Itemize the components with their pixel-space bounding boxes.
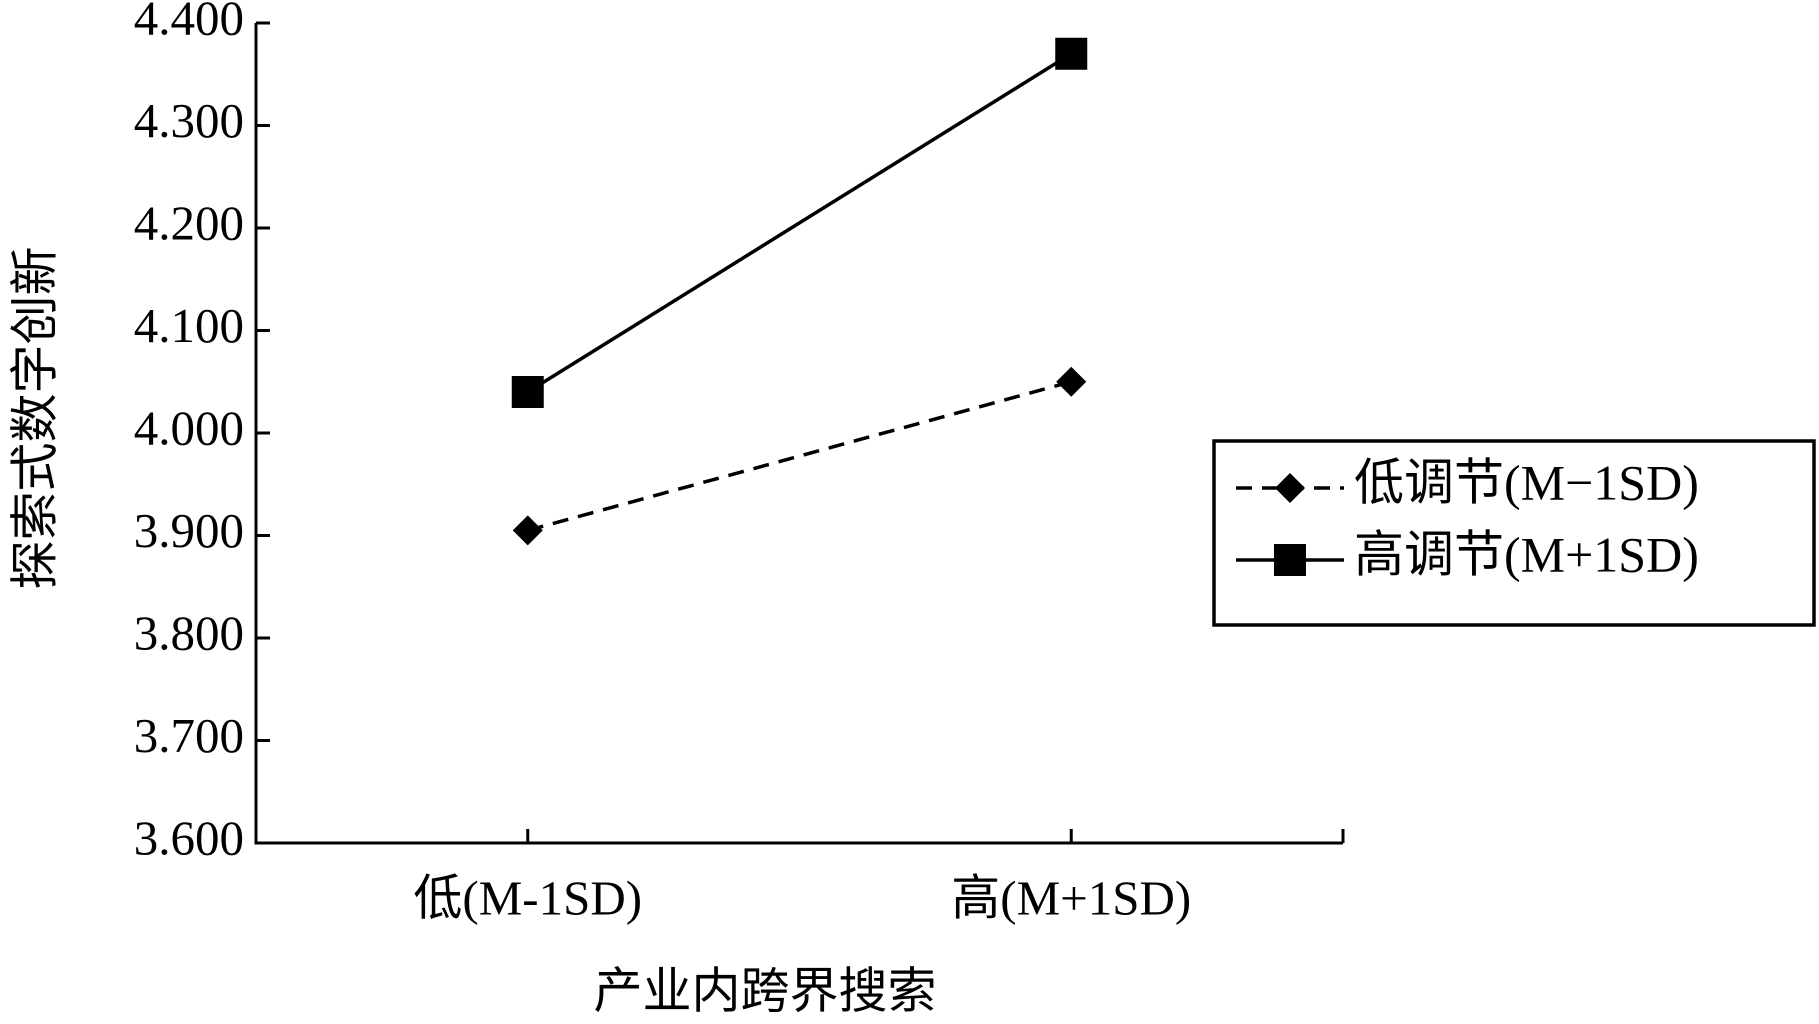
legend-marker: [1274, 544, 1306, 576]
y-tick-label: 3.800: [134, 605, 244, 660]
series-line: [526, 52, 1073, 394]
marker: [1056, 366, 1087, 397]
y-tick-label: 4.300: [134, 93, 244, 148]
marker: [511, 376, 544, 408]
legend: 低调节(M−1SD) 高调节(M+1SD): [1212, 439, 1816, 627]
y-tick-label: 4.200: [134, 195, 244, 250]
legend-box: [1212, 439, 1816, 627]
x-axis-title: 产业内跨界搜索: [593, 963, 936, 1018]
legend-label: 高调节(M+1SD): [1354, 526, 1699, 582]
y-tick-label: 4.000: [134, 400, 244, 455]
series-line: [527, 380, 1072, 533]
marker: [1055, 37, 1088, 70]
y-tick-label: 3.600: [134, 810, 244, 865]
y-tick-label: 3.900: [134, 503, 244, 558]
marker: [512, 515, 543, 546]
legend-marker: [1275, 473, 1305, 503]
y-axis-title: 探索式数字创新: [7, 246, 62, 589]
x-tick-label: 高(M+1SD): [951, 870, 1191, 925]
y-tick-label: 4.100: [134, 298, 244, 353]
x-tick-label: 低(M-1SD): [413, 870, 642, 925]
y-tick-label: 3.700: [134, 708, 244, 763]
y-tick-label: 4.400: [134, 0, 244, 45]
legend-label: 低调节(M−1SD): [1354, 454, 1699, 510]
